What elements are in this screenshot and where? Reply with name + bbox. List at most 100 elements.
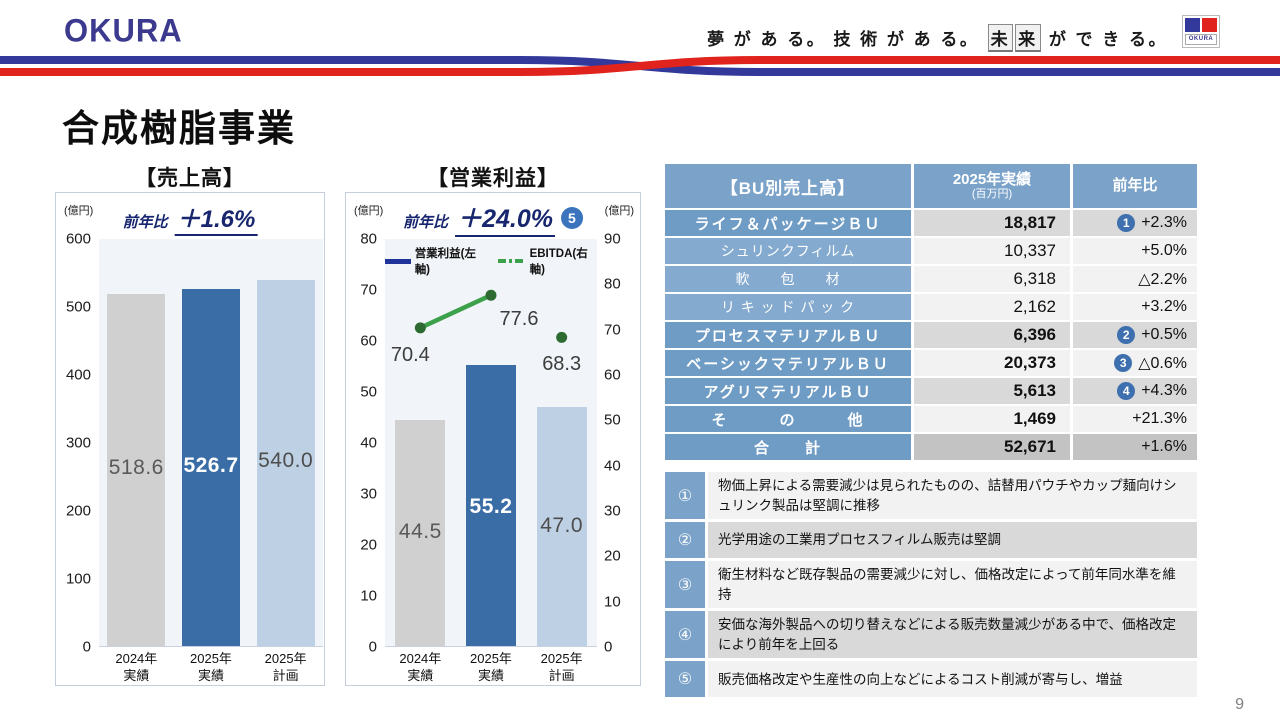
legend-swatch-solid-line — [385, 258, 411, 264]
axis-tick: 70 — [360, 281, 377, 299]
axis-tick: 0 — [368, 638, 377, 656]
bar-slot: 540.0 — [248, 239, 323, 646]
plot-area: 営業利益(左軸) EBITDA(右軸) 44.5 55.2 47.0 70.4 77.6 6… — [385, 239, 597, 647]
note-text-content: 光学用途の工業用プロセスフィルム販売は堅調 — [718, 532, 1001, 548]
axis-tick: 400 — [65, 366, 91, 384]
note-row: ① 物価上昇による需要減少は見られたものの、詰替用パウチやカップ麺向けシュリンク製… — [665, 472, 1197, 520]
table-header-cell-name: 【BU別売上高】 — [665, 164, 911, 208]
x-axis-label: 2025年 計画 — [248, 651, 323, 685]
note-row: ② 光学用途の工業用プロセスフィルム販売は堅調 — [665, 522, 1197, 559]
pct-value: +4.3% — [1141, 382, 1187, 399]
note-number-cell: ③ — [665, 561, 705, 609]
row-value-cell: 6,318 — [914, 266, 1070, 292]
table-row: ベーシックマテリアルＢＵ 20,373 3 △0.6% — [665, 350, 1197, 376]
bar — [256, 279, 315, 646]
yoy-badge: 5 — [560, 207, 583, 229]
row-value-cell: 52,671 — [914, 434, 1070, 460]
row-pct-cell: +1.6% — [1073, 434, 1197, 460]
axis-tick: 100 — [65, 570, 91, 588]
x-axis-label-line: 実績 — [407, 667, 434, 683]
notes-list: ① 物価上昇による需要減少は見られたものの、詰替用パウチやカップ麺向けシュリンク製… — [665, 472, 1197, 698]
pct-value: △0.6% — [1138, 355, 1187, 372]
row-value-cell: 2,162 — [914, 294, 1070, 320]
bar-slot: 55.2 — [456, 239, 527, 646]
bar — [107, 294, 166, 646]
tagline-boxed-char: 未 — [987, 24, 1014, 52]
axis-tick: 80 — [360, 230, 377, 248]
note-text: 販売価格改定や生産性の向上などによるコスト削減が寄与し、増益 — [708, 661, 1197, 698]
axis-tick: 20 — [604, 547, 621, 565]
x-axis-label-line: 計画 — [272, 667, 299, 683]
chart-heading: 【売上高】 — [135, 167, 245, 190]
chart-heading: 【営業利益】 — [427, 167, 559, 190]
row-name-cell: シュリンクフィルム — [665, 238, 911, 264]
row-name-cell: ベーシックマテリアルＢＵ — [665, 350, 911, 376]
x-axis-label: 2025年 実績 — [174, 651, 249, 685]
row-pct-cell: +3.2% — [1073, 294, 1197, 320]
axis-tick: 50 — [604, 411, 621, 429]
row-pct-cell: 3 △0.6% — [1073, 350, 1197, 376]
pct-badge: 4 — [1117, 382, 1136, 400]
brand-tagline: 夢 が あ る。 技 術 が あ る。 未来 が で き る。 — [707, 24, 1168, 52]
table-row: リ キ ッ ド パ ッ ク 2,162 +3.2% — [665, 294, 1197, 320]
x-axis-label: 2025年 計画 — [526, 651, 597, 685]
note-row: ⑤ 販売価格改定や生産性の向上などによるコスト削減が寄与し、増益 — [665, 661, 1197, 698]
mini-logo-blue-square — [1185, 18, 1200, 32]
mini-logo-red-square — [1202, 18, 1217, 32]
row-name-cell: リ キ ッ ド パ ッ ク — [665, 294, 911, 320]
axis-tick: 80 — [604, 275, 621, 293]
note-number-cell: ② — [665, 522, 705, 559]
tagline-pre: 夢 が あ る。 技 術 が あ る。 — [707, 30, 980, 49]
row-name-cell: プロセスマテリアルＢＵ — [665, 322, 911, 348]
unit-label-right: (億円) — [604, 205, 634, 217]
note-row: ④ 安価な海外製品への切り替えなどによる販売数量減少がある中で、価格改定により前年… — [665, 611, 1197, 659]
note-text-content: 物価上昇による需要減少は見られたものの、詰替用パウチやカップ麺向けシュリンク製品… — [718, 478, 1177, 513]
axis-tick: 40 — [360, 434, 377, 452]
row-value-cell: 6,396 — [914, 322, 1070, 348]
unit-label: (億円) — [64, 205, 94, 217]
x-axis-labels: 2024年 実績 2025年 実績 2025年 計画 — [99, 651, 323, 685]
legend-label: 営業利益(左軸) — [414, 248, 477, 276]
bar-slot: 526.7 — [174, 239, 249, 646]
x-axis-labels: 2024年 実績 2025年実績 2025年 計画 — [385, 651, 597, 685]
ebitda-value-label: 70.4 — [390, 343, 430, 366]
axis-tick: 30 — [360, 485, 377, 503]
x-axis-label: 2024年 実績 — [385, 651, 456, 685]
yoy-value: ＋24.0% — [455, 199, 555, 237]
plot-area: 518.6 526.7 540.0 — [99, 239, 323, 647]
ebitda-value-label: 77.6 — [499, 308, 539, 331]
bar-value-label: 526.7 — [183, 453, 239, 477]
legend-label: EBITDA(右軸) — [529, 248, 588, 276]
bar-slot: 44.5 — [385, 239, 456, 646]
x-axis-label-line: 計画 — [548, 667, 575, 683]
pct-value: +1.6% — [1141, 438, 1187, 455]
note-text-content: 衛生材料など既存製品の需要減少に対し、価格改定によって前年同水準を維持 — [718, 567, 1176, 602]
row-pct-cell: 4 +4.3% — [1073, 378, 1197, 404]
chart-panel: (億円) (億円) 前年比 ＋24.0% 5 80 70 60 50 40 30 20 10 0… — [345, 192, 641, 686]
row-value-cell: 10,337 — [914, 238, 1070, 264]
note-text: 物価上昇による需要減少は見られたものの、詰替用パウチやカップ麺向けシュリンク製品… — [708, 472, 1197, 520]
row-name-cell: 合 計 — [665, 434, 911, 460]
row-name-cell: アグリマテリアルＢＵ — [665, 378, 911, 404]
axis-tick: 0 — [82, 638, 91, 656]
note-text: 衛生材料など既存製品の需要減少に対し、価格改定によって前年同水準を維持 — [708, 561, 1197, 609]
x-axis-label: 2024年 実績 — [99, 651, 174, 685]
yoy-label: 前年比 — [403, 214, 449, 231]
x-axis-label-line: 2025年 — [470, 651, 512, 666]
table-header-cell-pct: 前年比 — [1073, 164, 1197, 208]
row-value-cell: 18,817 — [914, 210, 1070, 236]
row-pct-cell: +21.3% — [1073, 406, 1197, 432]
note-text: 光学用途の工業用プロセスフィルム販売は堅調 — [708, 522, 1197, 559]
bar-slot: 518.6 — [99, 239, 174, 646]
unit-label-left: (億円) — [354, 205, 384, 217]
table-row: プロセスマテリアルＢＵ 6,396 2 +0.5% — [665, 322, 1197, 348]
axis-tick: 500 — [65, 298, 91, 316]
note-number-cell: ④ — [665, 611, 705, 659]
bu-sales-table: 【BU別売上高】 2025年実績 (百万円) 前年比 ライフ＆パッケージＢＵ 18… — [665, 164, 1197, 460]
tagline-post: が で き る。 — [1048, 30, 1168, 49]
tagline-boxed-char: 来 — [1015, 24, 1041, 52]
x-axis-label-line: 実績 — [123, 667, 150, 683]
bar-value-label: 55.2 — [469, 495, 513, 519]
page-number: 9 — [1235, 696, 1244, 713]
pct-badge: 2 — [1117, 326, 1136, 344]
